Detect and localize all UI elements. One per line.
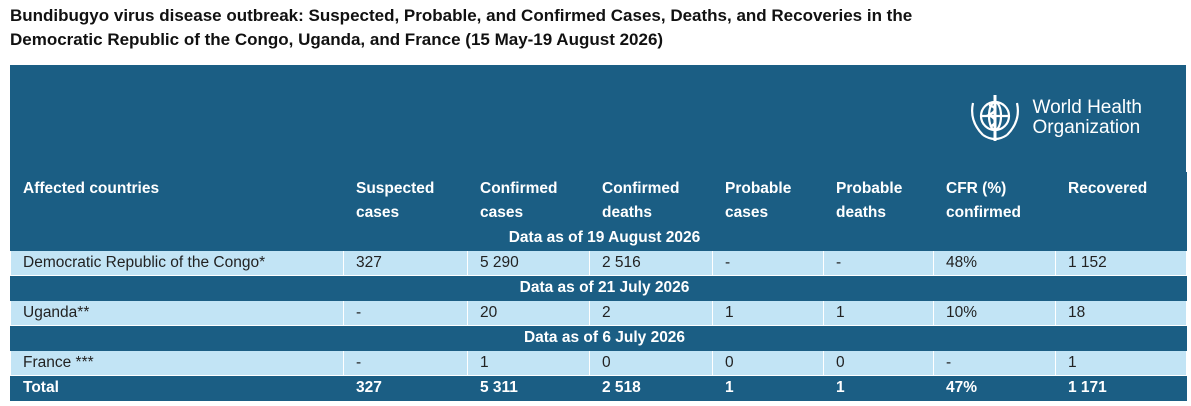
column-header: Probable cases <box>712 172 824 226</box>
data-row: Uganda** -20 2 1 1 10% 18 <box>10 300 1187 326</box>
cell: - <box>343 300 468 326</box>
cell: 1 <box>467 350 590 376</box>
who-logo: World Health Organization <box>963 89 1142 147</box>
section-row: Data as of 21 July 2026 <box>10 275 1187 301</box>
total-cell: Total <box>10 375 344 401</box>
total-cell: 5 311 <box>467 375 590 401</box>
cell: 1 <box>1055 350 1187 376</box>
cell: 0 <box>712 350 824 376</box>
data-row: France *** -1 0 0 0-1 <box>10 350 1187 376</box>
header-band: World Health Organization <box>10 65 1186 172</box>
total-cell: 47% <box>933 375 1056 401</box>
column-header-line: cases <box>356 204 400 221</box>
cell: 10% <box>933 300 1056 326</box>
data-row: Democratic Republic of the Congo* 327 5 29… <box>10 250 1187 276</box>
title-line: Bundibugyo virus disease outbreak: Suspe… <box>10 6 913 25</box>
cell: 1 <box>712 300 824 326</box>
column-header-line: CFR (%) <box>946 180 1007 197</box>
cell: 2 516 <box>589 250 713 276</box>
cell: 0 <box>589 350 713 376</box>
cell: Uganda** <box>10 300 344 326</box>
column-header: Recovered <box>1055 172 1187 226</box>
column-header: Confirmed deaths <box>589 172 713 226</box>
cell: 1 152 <box>1055 250 1187 276</box>
section-label: Data as of 6 July 2026 <box>10 325 1187 351</box>
total-row: Total 327 5 311 2 518 1 1 47% 1 171 <box>10 375 1187 401</box>
cell: Democratic Republic of the Congo* <box>10 250 344 276</box>
who-name: World Health Organization <box>1033 98 1142 138</box>
logo-line: World Health <box>1032 97 1142 118</box>
column-header-line: Confirmed <box>602 180 680 197</box>
section-row: Data as of 19 August 2026 <box>10 225 1187 251</box>
column-header: CFR (%) confirmed <box>933 172 1056 226</box>
column-header-line: deaths <box>836 204 886 221</box>
total-cell: 327 <box>343 375 468 401</box>
cell: 20 <box>467 300 590 326</box>
column-header-line: cases <box>480 204 524 221</box>
cell: 1 <box>823 300 934 326</box>
column-header-line: Suspected <box>356 180 435 197</box>
total-cell: 2 518 <box>589 375 713 401</box>
total-cell: 1 <box>712 375 824 401</box>
total-cell: 1 171 <box>1055 375 1187 401</box>
title: Bundibugyo virus disease outbreak: Suspe… <box>10 4 912 52</box>
column-header: Confirmed cases <box>467 172 590 226</box>
logo-line: Organization <box>1032 117 1141 138</box>
cell: 0 <box>823 350 934 376</box>
column-header: Probable deaths <box>823 172 934 226</box>
column-header-line: cases <box>725 204 769 221</box>
cell: 48% <box>933 250 1056 276</box>
header-row: Affected countries Suspected cases Confirme… <box>10 172 1187 226</box>
total-cell: 1 <box>823 375 934 401</box>
cell: 2 <box>589 300 713 326</box>
column-header-line: Confirmed <box>480 180 558 197</box>
cell: - <box>343 350 468 376</box>
who-emblem <box>970 95 1019 141</box>
title-line: Democratic Republic of the Congo, Uganda… <box>10 30 664 49</box>
column-header-line: Probable <box>836 180 903 197</box>
cell: - <box>933 350 1056 376</box>
section-label: Data as of 19 August 2026 <box>10 225 1187 251</box>
column-header-line: Affected countries <box>23 180 160 197</box>
section-row: Data as of 6 July 2026 <box>10 325 1187 351</box>
section-label: Data as of 21 July 2026 <box>10 275 1187 301</box>
cell: 5 290 <box>467 250 590 276</box>
cell: - <box>823 250 934 276</box>
column-header-line: deaths <box>602 204 652 221</box>
cell: 18 <box>1055 300 1187 326</box>
cell: - <box>712 250 824 276</box>
column-header-line: Recovered <box>1068 180 1148 197</box>
column-header: Suspected cases <box>343 172 468 226</box>
column-header-line: confirmed <box>946 204 1021 221</box>
column-header: Affected countries <box>10 172 344 226</box>
column-header-line: Probable <box>725 180 792 197</box>
cases-table: Affected countries Suspected cases Confirme… <box>10 172 1187 401</box>
cell: France *** <box>10 350 344 376</box>
cell: 327 <box>343 250 468 276</box>
